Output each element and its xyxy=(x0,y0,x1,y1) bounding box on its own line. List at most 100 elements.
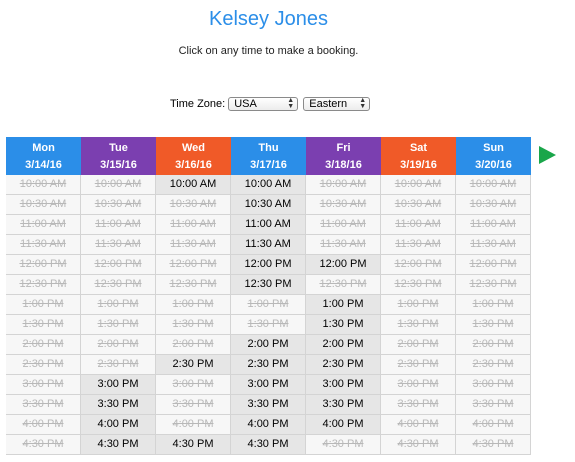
time-slot-available[interactable]: 3:00 PM xyxy=(81,375,156,395)
time-slot-available[interactable]: 4:00 PM xyxy=(306,415,381,435)
time-slot-unavailable: 1:00 PM xyxy=(231,295,306,315)
time-slot-available[interactable]: 1:30 PM xyxy=(306,315,381,335)
time-slot-unavailable: 4:00 PM xyxy=(156,415,231,435)
time-slot-unavailable: 1:30 PM xyxy=(381,315,456,335)
day-header-mon: Mon 3/14/16 xyxy=(6,137,81,175)
time-slot-unavailable: 12:30 PM xyxy=(81,275,156,295)
time-slot-available[interactable]: 10:00 AM xyxy=(231,175,306,195)
time-slot-available[interactable]: 4:30 PM xyxy=(81,435,156,455)
time-slot-available[interactable]: 10:30 AM xyxy=(231,195,306,215)
time-slot-available[interactable]: 4:00 PM xyxy=(81,415,156,435)
page-title: Kelsey Jones xyxy=(209,8,328,30)
day-date: 3/19/16 xyxy=(400,159,437,171)
country-select[interactable]: USA ▲ ▼ xyxy=(228,97,299,111)
time-slot-unavailable: 3:30 PM xyxy=(156,395,231,415)
time-slot-unavailable: 12:30 PM xyxy=(6,275,81,295)
time-slot-unavailable: 2:30 PM xyxy=(6,355,81,375)
zone-value: Eastern xyxy=(309,98,348,110)
time-slot-available[interactable]: 1:00 PM xyxy=(306,295,381,315)
time-slot-unavailable: 2:00 PM xyxy=(381,335,456,355)
time-slot-unavailable: 11:00 AM xyxy=(156,215,231,235)
timezone-label: Time Zone: xyxy=(170,98,226,110)
time-slot-available[interactable]: 4:00 PM xyxy=(231,415,306,435)
time-slot-unavailable: 12:30 PM xyxy=(381,275,456,295)
time-slot-available[interactable]: 10:00 AM xyxy=(156,175,231,195)
time-slot-unavailable: 4:00 PM xyxy=(6,415,81,435)
time-slot-unavailable: 1:00 PM xyxy=(6,295,81,315)
time-slot-unavailable: 11:30 AM xyxy=(456,235,531,255)
time-slot-available[interactable]: 2:30 PM xyxy=(231,355,306,375)
time-slot-unavailable: 4:30 PM xyxy=(381,435,456,455)
time-slot-available[interactable]: 3:00 PM xyxy=(306,375,381,395)
time-slot-available[interactable]: 4:30 PM xyxy=(156,435,231,455)
time-slot-unavailable: 2:00 PM xyxy=(6,335,81,355)
time-slot-available[interactable]: 3:30 PM xyxy=(231,395,306,415)
time-slot-unavailable: 11:00 AM xyxy=(456,215,531,235)
day-date: 3/15/16 xyxy=(100,159,137,171)
time-slot-unavailable: 11:00 AM xyxy=(81,215,156,235)
day-name: Wed xyxy=(181,142,206,154)
time-slot-unavailable: 10:00 AM xyxy=(81,175,156,195)
time-slot-unavailable: 2:00 PM xyxy=(156,335,231,355)
time-slot-available[interactable]: 2:30 PM xyxy=(306,355,381,375)
day-date: 3/17/16 xyxy=(250,159,287,171)
time-slot-unavailable: 11:30 AM xyxy=(6,235,81,255)
time-slot-available[interactable]: 12:00 PM xyxy=(306,255,381,275)
time-slot-unavailable: 4:00 PM xyxy=(381,415,456,435)
time-slot-unavailable: 2:00 PM xyxy=(81,335,156,355)
day-header-thu: Thu 3/17/16 xyxy=(231,137,306,175)
time-slot-unavailable: 2:30 PM xyxy=(456,355,531,375)
time-slot-unavailable: 1:30 PM xyxy=(156,315,231,335)
time-slot-unavailable: 3:30 PM xyxy=(6,395,81,415)
time-slot-unavailable: 11:00 AM xyxy=(6,215,81,235)
timezone-selector: Time Zone: USA ▲ ▼ Eastern ▲ ▼ xyxy=(170,97,371,111)
time-slot-unavailable: 11:30 AM xyxy=(306,235,381,255)
time-slot-available[interactable]: 12:30 PM xyxy=(231,275,306,295)
day-header-wed: Wed 3/16/16 xyxy=(156,137,231,175)
time-slot-unavailable: 10:00 AM xyxy=(306,175,381,195)
time-slot-unavailable: 12:30 PM xyxy=(306,275,381,295)
time-slot-unavailable: 1:00 PM xyxy=(456,295,531,315)
day-name: Tue xyxy=(109,142,128,154)
time-slot-unavailable: 2:30 PM xyxy=(381,355,456,375)
time-slot-available[interactable]: 11:30 AM xyxy=(231,235,306,255)
time-slot-unavailable: 3:30 PM xyxy=(381,395,456,415)
time-slot-available[interactable]: 3:30 PM xyxy=(306,395,381,415)
day-name: Mon xyxy=(32,142,55,154)
time-slot-unavailable: 1:30 PM xyxy=(81,315,156,335)
time-slot-available[interactable]: 2:30 PM xyxy=(156,355,231,375)
time-slot-unavailable: 3:00 PM xyxy=(456,375,531,395)
time-slot-available[interactable]: 2:00 PM xyxy=(306,335,381,355)
select-arrows-icon: ▲ ▼ xyxy=(359,97,367,110)
time-slot-available[interactable]: 11:00 AM xyxy=(231,215,306,235)
time-slot-unavailable: 12:00 PM xyxy=(6,255,81,275)
time-slot-available[interactable]: 12:00 PM xyxy=(231,255,306,275)
zone-select[interactable]: Eastern ▲ ▼ xyxy=(303,97,371,111)
time-slot-unavailable: 11:30 AM xyxy=(381,235,456,255)
time-slot-unavailable: 10:30 AM xyxy=(306,195,381,215)
time-slot-unavailable: 12:00 PM xyxy=(381,255,456,275)
time-slot-unavailable: 10:30 AM xyxy=(381,195,456,215)
time-slot-available[interactable]: 4:30 PM xyxy=(231,435,306,455)
day-date: 3/14/16 xyxy=(25,159,62,171)
next-week-arrow-icon[interactable] xyxy=(539,146,556,164)
time-slot-unavailable: 10:00 AM xyxy=(6,175,81,195)
time-slot-unavailable: 12:00 PM xyxy=(456,255,531,275)
time-slot-available[interactable]: 2:00 PM xyxy=(231,335,306,355)
time-slot-available[interactable]: 3:00 PM xyxy=(231,375,306,395)
day-header-sun: Sun 3/20/16 xyxy=(456,137,531,175)
booking-instructions: Click on any time to make a booking. xyxy=(178,45,359,57)
day-name: Sun xyxy=(483,142,504,154)
time-slot-unavailable: 1:00 PM xyxy=(156,295,231,315)
time-slot-unavailable: 11:00 AM xyxy=(381,215,456,235)
time-slot-unavailable: 12:00 PM xyxy=(156,255,231,275)
day-date: 3/16/16 xyxy=(175,159,212,171)
time-slot-unavailable: 3:30 PM xyxy=(456,395,531,415)
time-slot-unavailable: 10:30 AM xyxy=(156,195,231,215)
time-slot-unavailable: 10:00 AM xyxy=(381,175,456,195)
day-header-fri: Fri 3/18/16 xyxy=(306,137,381,175)
time-slot-unavailable: 4:30 PM xyxy=(456,435,531,455)
time-slot-unavailable: 1:30 PM xyxy=(456,315,531,335)
time-slot-unavailable: 4:00 PM xyxy=(456,415,531,435)
time-slot-available[interactable]: 3:30 PM xyxy=(81,395,156,415)
